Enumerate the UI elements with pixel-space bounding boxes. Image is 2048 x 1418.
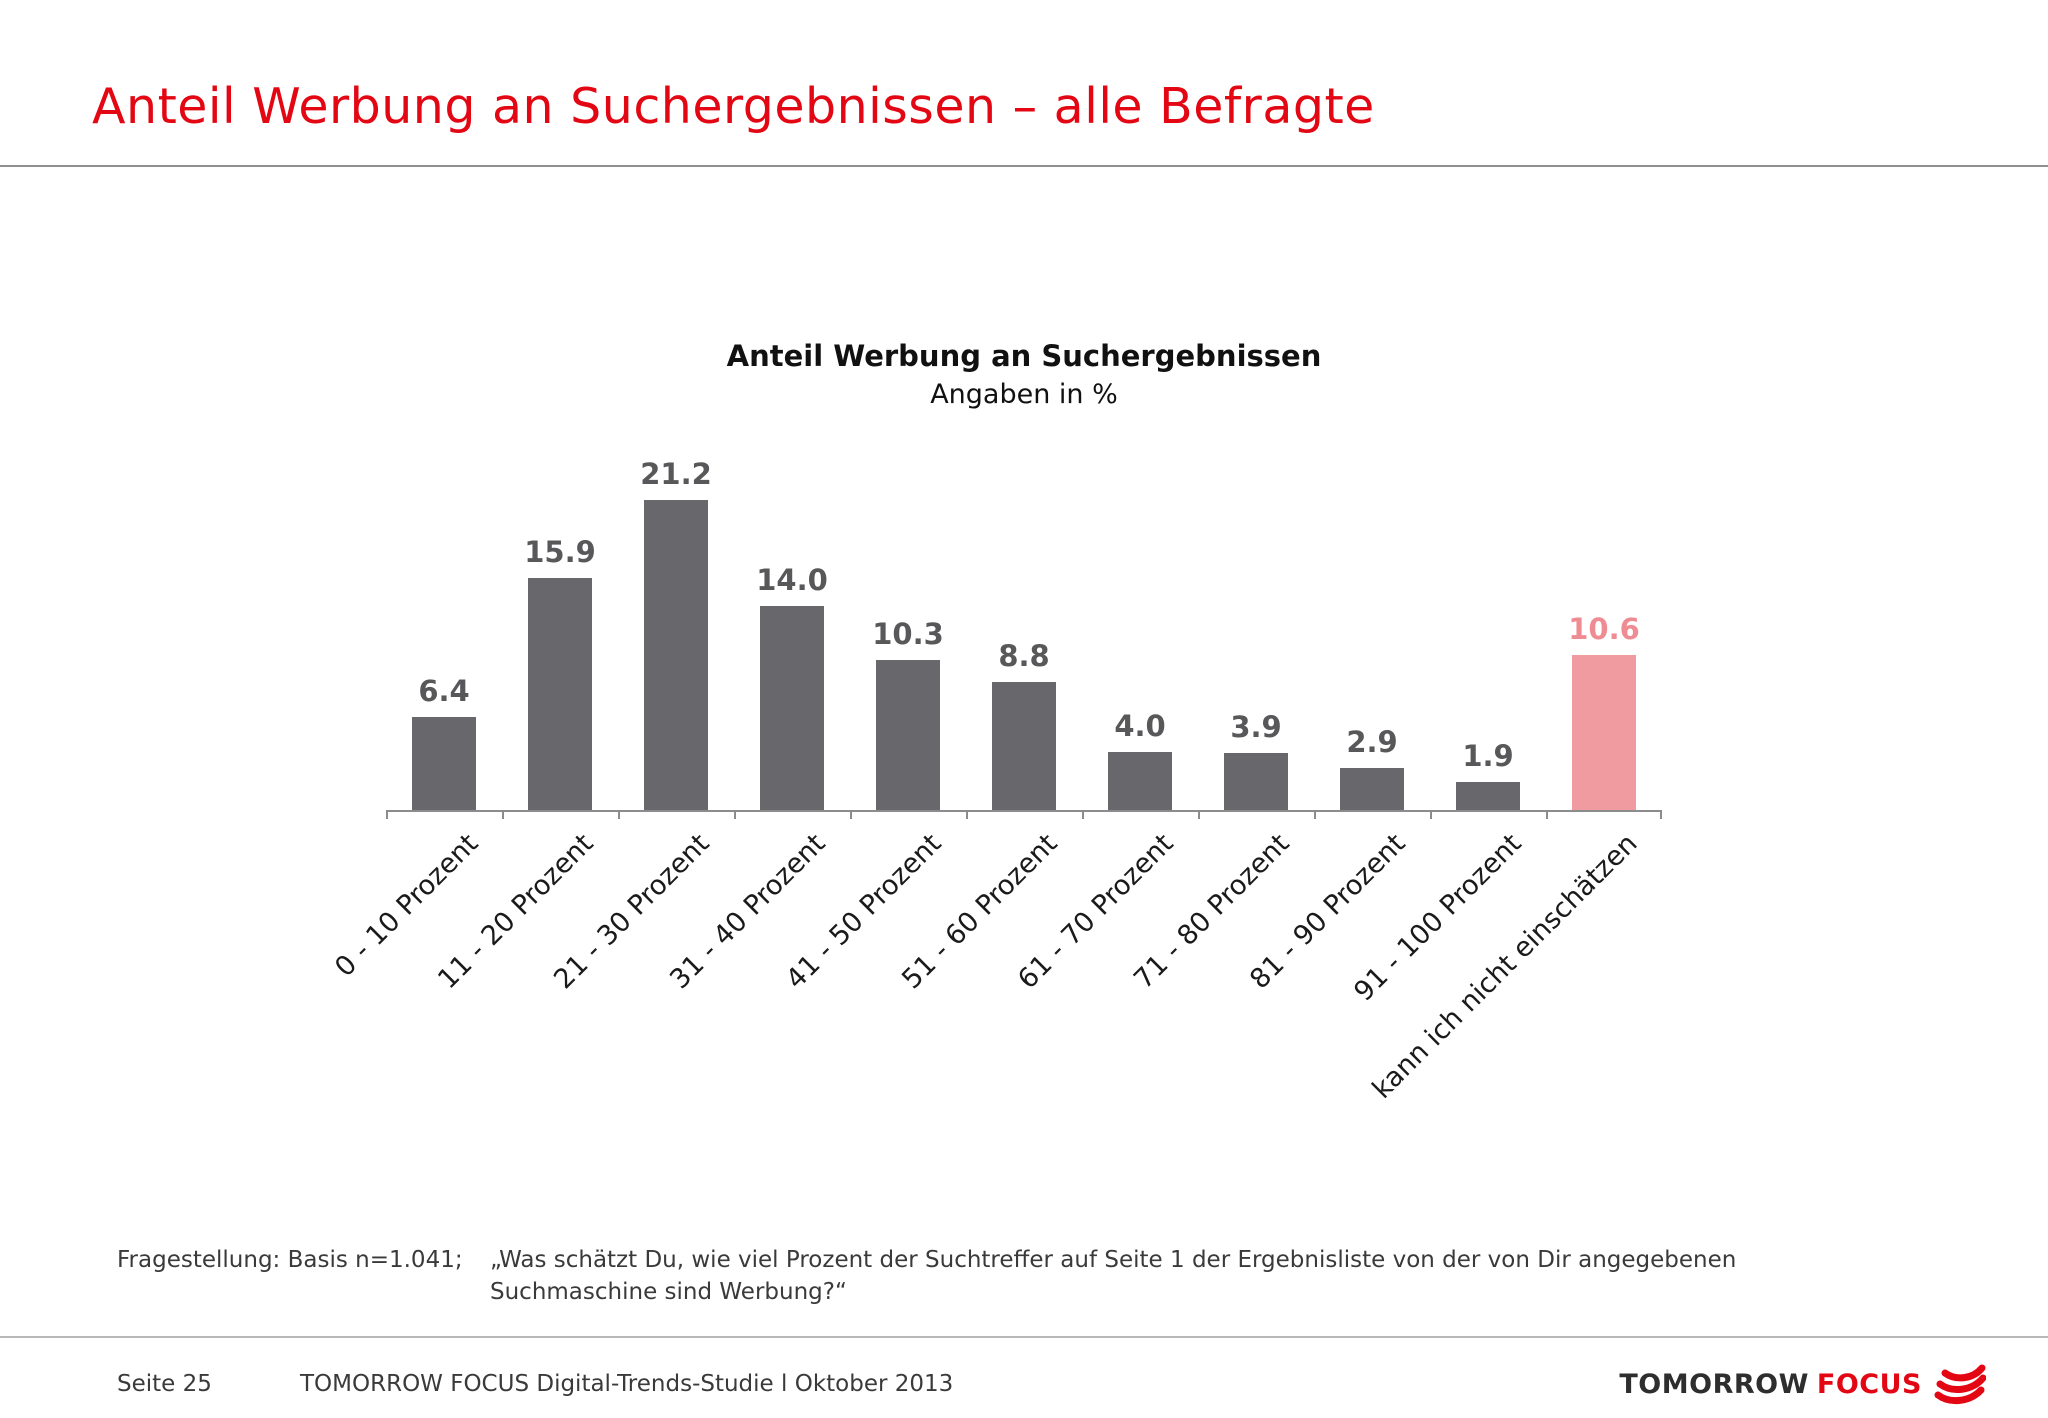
bar [992,682,1056,810]
bar-value-label: 10.3 [872,617,944,651]
chart-subtitle: Angaben in % [930,379,1118,410]
axis-tick [1082,810,1084,819]
axis-tick [1430,810,1432,819]
bar [528,578,592,810]
bar-value-label: 2.9 [1346,725,1398,759]
chart-header: Anteil Werbung an Suchergebnissen Angabe… [0,339,2048,410]
chart-column: 6.4 0 - 10 Prozent [329,452,502,983]
axis-tick [386,810,388,819]
axis-tick [850,810,852,819]
logo-swoosh-icon [1934,1364,1986,1405]
title-divider [0,165,2048,167]
footnote-question: „Was schätzt Du, wie viel Prozent der Su… [490,1247,1737,1306]
axis-tick [1546,810,1548,819]
footnote: Fragestellung: Basis n=1.041; „Was schät… [0,1244,2048,1308]
study-label: TOMORROW FOCUS Digital-Trends-Studie l O… [300,1371,954,1397]
bar-value-label: 21.2 [640,457,712,491]
axis-tick [966,810,968,819]
bar [1224,753,1288,810]
axis-tick [1314,810,1316,819]
slide-footer: Seite 25 TOMORROW FOCUS Digital-Trends-S… [0,1352,2048,1406]
slide-header: Anteil Werbung an Suchergebnissen – alle… [0,0,2048,135]
bar-value-label: 1.9 [1462,739,1514,773]
page-title: Anteil Werbung an Suchergebnissen – alle… [92,78,1375,135]
chart-column: 14.0 31 - 40 Prozent [665,452,850,995]
axis-tick [1198,810,1200,819]
bar [1456,782,1520,810]
axis-tick [1660,810,1662,819]
bar [412,717,476,810]
logo-text-focus: FOCUS [1816,1368,1922,1400]
chart-title: Anteil Werbung an Suchergebnissen [726,339,1322,373]
logo-text-tomorrow: TOMORROW [1619,1368,1809,1400]
bar [644,500,708,810]
chart-column: 10.6 kann ich nicht einschätzen [1367,452,1662,1105]
bar-value-label: 3.9 [1230,710,1282,744]
chart-column: 15.9 11 - 20 Prozent [433,452,618,995]
axis-tick [502,810,504,819]
chart-column: 2.9 81 - 90 Prozent [1245,452,1430,995]
bar-value-label: 10.6 [1568,612,1640,646]
bar-value-label: 15.9 [524,535,596,569]
bar [760,606,824,810]
footnote-basis: Fragestellung: Basis n=1.041; [117,1247,463,1273]
bar [1108,752,1172,810]
footer-divider [0,1336,2048,1338]
chart-column: 4.0 61 - 70 Prozent [1013,452,1198,995]
chart-column: 3.9 71 - 80 Prozent [1129,452,1314,995]
bar-value-label: 6.4 [418,674,470,708]
chart-column: 21.2 21 - 30 Prozent [549,452,734,995]
bar-value-label: 14.0 [756,563,828,597]
axis-tick [734,810,736,819]
chart-column: 10.3 41 - 50 Prozent [781,452,966,995]
tomorrow-focus-logo: TOMORROW FOCUS [1619,1362,1986,1406]
bar [1572,655,1636,810]
page-number: Seite 25 [117,1371,212,1397]
chart-column: 1.9 91 - 100 Prozent [1349,452,1546,1007]
chart-column: 8.8 51 - 60 Prozent [897,452,1082,995]
axis-tick [618,810,620,819]
bar [1340,768,1404,810]
bar-value-label: 8.8 [998,639,1050,673]
bar [876,660,940,810]
bar-value-label: 4.0 [1114,709,1166,743]
bar-chart: 6.4 0 - 10 Prozent 15.9 11 - 20 Prozent 21.2… [329,452,1662,1105]
